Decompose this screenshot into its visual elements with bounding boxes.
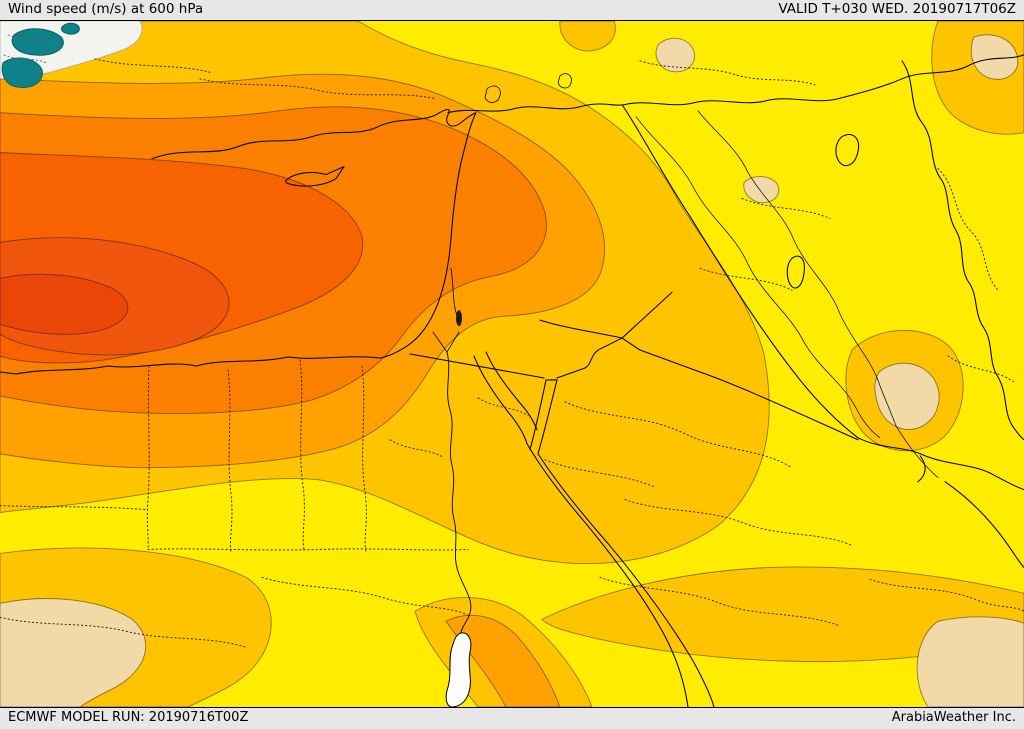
tan-patch-bottom-right [916,616,1024,707]
mediterranean-coastline [0,108,477,375]
dotted-coast-fragment [3,54,47,64]
valid-time-label: VALID T+030 WED. 20190717T06Z [778,1,1016,18]
iran-border [901,60,1024,441]
header-bar: Wind speed (m/s) at 600 hPa VALID T+030 … [0,0,1024,21]
turkey-iraq-iran-border [623,54,1024,106]
dotted-boundary [741,197,831,219]
dotted-coast-fragment [7,34,51,44]
lake-tharthar-outline [786,255,805,289]
dotted-boundary [0,616,247,648]
brand-label: ArabiaWeather Inc. [891,709,1016,725]
lake-nasser [445,632,472,707]
jordan-saudi-border [556,337,859,441]
dotted-boundary [937,168,999,291]
geography-lines [0,54,1024,707]
dotted-boundary [639,60,816,86]
band-core-inner [0,273,129,335]
model-run-label: ECMWF MODEL RUN: 20190716T00Z [8,709,249,725]
tan-patch-iraq [743,176,780,204]
dotted-boundary [389,439,445,459]
euphrates-river [635,116,881,439]
tan-patch-top-right [970,34,1019,80]
dotted-boundary [0,505,146,511]
dotted-boundary [261,576,469,616]
band-orange-red-sea [445,614,561,707]
footer-bar: ECMWF MODEL RUN: 20190716T00Z ArabiaWeat… [0,707,1024,726]
israel-egypt-border [409,353,545,379]
cyprus-island-outline [285,166,345,187]
teal-minimum-patch [11,28,64,56]
northwest-corner-region [0,21,143,88]
dotted-boundary [299,359,305,550]
persian-gulf-coast [944,481,1024,568]
dotted-boundary [94,58,213,74]
dotted-boundary [599,576,839,626]
dotted-admin-boundaries [0,34,1024,648]
dotted-boundary [699,267,793,291]
wind-speed-contour-map [0,21,1024,707]
turkey-syria-border [447,103,625,114]
tigris-river [697,110,939,479]
dotted-boundary [199,78,437,100]
iraq-saudi-kuwait-border [857,437,1024,491]
lakes-filled [445,310,472,707]
low-wind-tan-patches [0,34,1024,707]
jordan-iraq-border [621,291,673,339]
dotted-boundary [227,369,233,552]
gulf-of-aqaba-coast [529,379,558,455]
dotted-boundary [947,355,1015,383]
gulf-of-suez-coast [473,351,538,445]
page-title: Wind speed (m/s) at 600 hPa [8,1,204,18]
dead-sea [456,310,462,327]
band-amber-top-center [559,21,616,52]
red-sea-west-coast [526,443,689,707]
dotted-boundary [624,499,853,546]
syria-jordan-border [539,319,623,339]
dotted-boundary [544,459,657,489]
dotted-boundary [361,365,367,552]
nile-river [446,351,472,640]
teal-minimum-patch [1,57,43,88]
turkey-small-lake [484,73,572,103]
dotted-boundary [869,578,1024,612]
nile-delta [432,331,460,353]
map-canvas [0,21,1024,707]
tan-patch-top-center [655,37,695,73]
dotted-boundary [146,365,150,550]
dotted-boundary [147,548,469,551]
tan-patch-bottom-left [0,598,147,707]
syria-iraq-border [621,104,859,439]
teal-minimum-patch [61,22,80,35]
lake-urmia-outline [835,133,860,167]
red-sea-east-coast [537,453,715,707]
dotted-boundary [477,397,529,417]
dotted-boundary [564,401,793,469]
